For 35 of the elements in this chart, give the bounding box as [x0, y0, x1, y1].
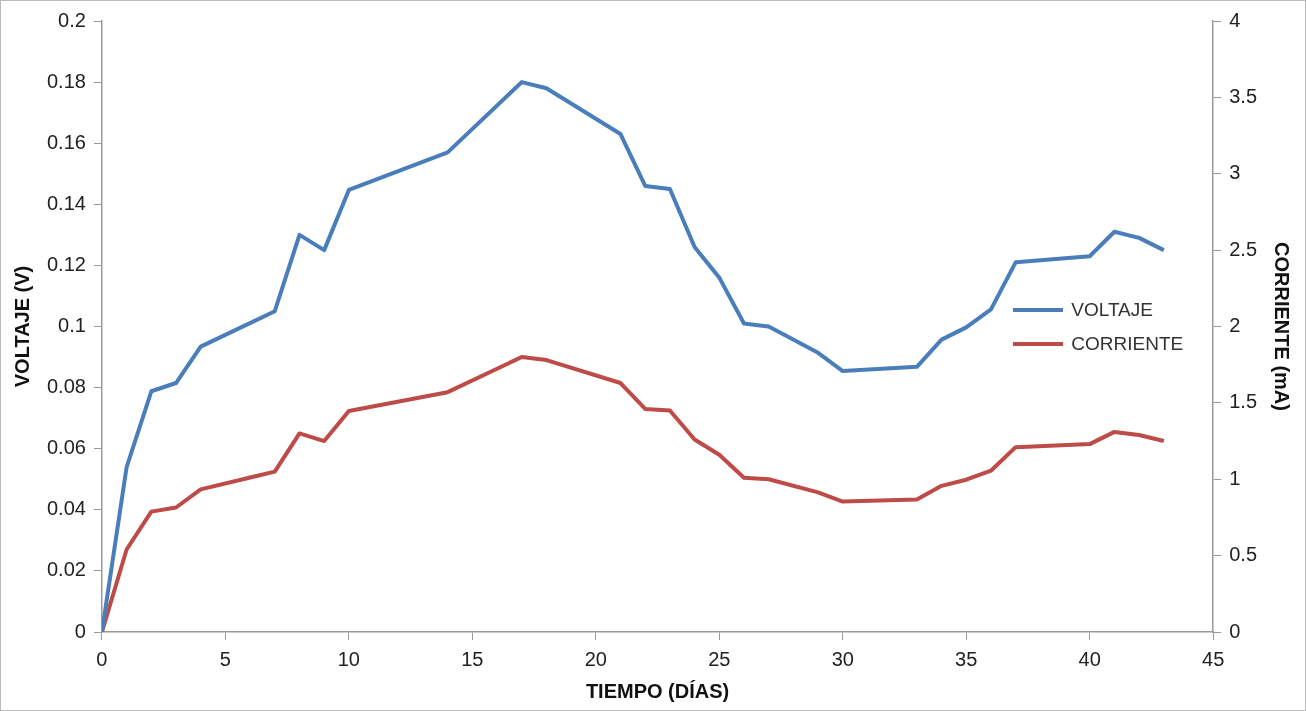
- y2-axis-title: CORRIENTE (mA): [1271, 242, 1294, 411]
- y2-tick-label: 0: [1229, 619, 1241, 642]
- y2-tick-label: 3: [1229, 161, 1241, 184]
- y-tick-label: 0.02: [46, 558, 86, 581]
- y2-tick-label: 4: [1229, 8, 1241, 31]
- y-tick-label: 0.08: [46, 375, 86, 398]
- x-tick-label: 15: [461, 647, 484, 670]
- y-tick-label: 0.16: [46, 130, 86, 153]
- y2-tick-label: 1: [1229, 466, 1241, 489]
- y-tick-label: 0.2: [58, 8, 86, 31]
- y2-tick-label: 2: [1229, 314, 1241, 337]
- x-tick-label: 0: [96, 647, 108, 670]
- y-tick-label: 0.12: [46, 252, 86, 275]
- y-axis-title: VOLTAJE (V): [10, 265, 33, 388]
- legend-label: VOLTAJE: [1071, 298, 1153, 321]
- y2-tick-label: 2.5: [1229, 237, 1258, 260]
- x-axis-title: TIEMPO (DÍAS): [585, 679, 730, 702]
- y-tick-label: 0: [74, 619, 86, 642]
- x-tick-label: 25: [708, 647, 731, 670]
- legend-label: CORRIENTE: [1071, 332, 1184, 355]
- y-tick-label: 0.18: [46, 69, 86, 92]
- x-tick-label: 10: [337, 647, 360, 670]
- y2-tick-label: 3.5: [1229, 84, 1258, 107]
- y-tick-label: 0.04: [46, 497, 86, 520]
- y-tick-label: 0.06: [46, 436, 86, 459]
- x-tick-label: 45: [1202, 647, 1225, 670]
- y2-tick-label: 1.5: [1229, 390, 1258, 413]
- x-tick-label: 5: [219, 647, 231, 670]
- y-tick-label: 0.1: [58, 314, 86, 337]
- x-tick-label: 35: [955, 647, 978, 670]
- x-tick-label: 20: [584, 647, 607, 670]
- x-tick-label: 30: [831, 647, 854, 670]
- y2-tick-label: 0.5: [1229, 543, 1258, 566]
- x-tick-label: 40: [1078, 647, 1101, 670]
- y-tick-label: 0.14: [46, 191, 86, 214]
